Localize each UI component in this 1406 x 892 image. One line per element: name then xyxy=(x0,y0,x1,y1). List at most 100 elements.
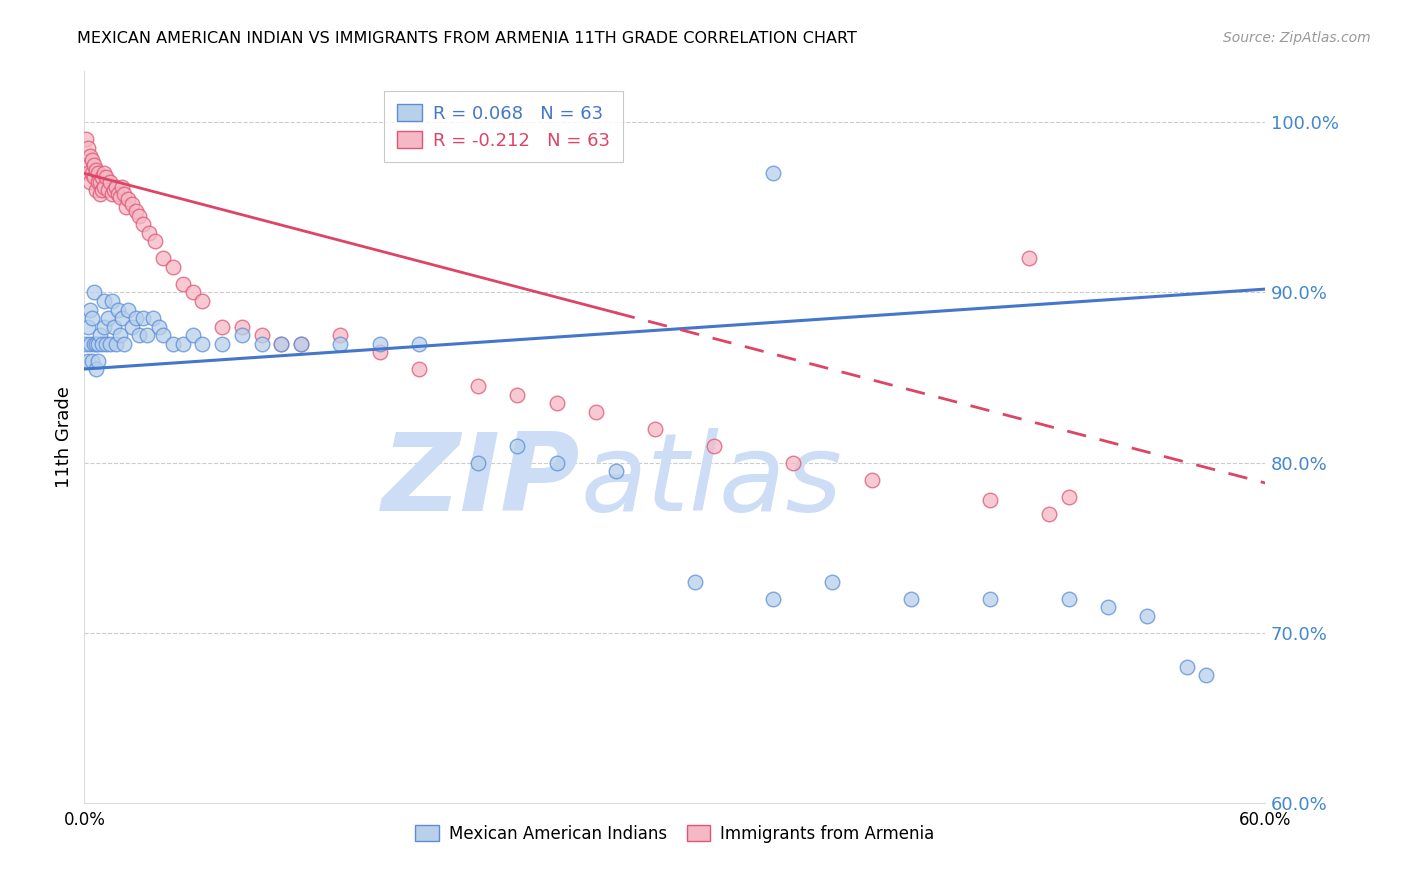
Point xyxy=(82,353,104,368)
Point xyxy=(79,336,101,351)
Point xyxy=(546,456,568,470)
Point xyxy=(703,439,725,453)
Point xyxy=(77,141,100,155)
Point xyxy=(93,293,115,308)
Point xyxy=(98,175,121,189)
Point xyxy=(124,203,146,218)
Point xyxy=(979,591,1001,606)
Point xyxy=(75,158,97,172)
Point xyxy=(79,302,101,317)
Point xyxy=(585,404,607,418)
Point xyxy=(77,166,100,180)
Point xyxy=(75,336,97,351)
Point xyxy=(107,302,129,317)
Point xyxy=(270,336,292,351)
Point xyxy=(124,311,146,326)
Point xyxy=(900,591,922,606)
Point xyxy=(87,353,110,368)
Point xyxy=(94,169,117,184)
Point xyxy=(467,379,489,393)
Point xyxy=(172,277,194,291)
Point xyxy=(250,336,273,351)
Point xyxy=(101,293,124,308)
Point xyxy=(93,180,115,194)
Point xyxy=(114,201,136,215)
Point xyxy=(98,336,121,351)
Point xyxy=(1018,252,1040,266)
Point xyxy=(91,169,114,184)
Point xyxy=(83,285,105,300)
Point xyxy=(408,336,430,351)
Point xyxy=(191,293,214,308)
Point xyxy=(329,336,352,351)
Point xyxy=(1136,608,1159,623)
Point xyxy=(979,493,1001,508)
Text: ZIP: ZIP xyxy=(382,428,581,534)
Y-axis label: 11th Grade: 11th Grade xyxy=(55,386,73,488)
Point xyxy=(1195,668,1218,682)
Point xyxy=(79,175,101,189)
Point xyxy=(91,183,114,197)
Point xyxy=(103,319,125,334)
Legend: Mexican American Indians, Immigrants from Armenia: Mexican American Indians, Immigrants fro… xyxy=(409,818,941,849)
Point xyxy=(103,183,125,197)
Point xyxy=(162,260,184,274)
Point xyxy=(250,328,273,343)
Point xyxy=(79,149,101,163)
Point xyxy=(94,336,117,351)
Point xyxy=(121,197,143,211)
Point xyxy=(408,362,430,376)
Point xyxy=(112,336,135,351)
Point xyxy=(231,319,253,334)
Point xyxy=(152,328,174,343)
Point xyxy=(83,336,105,351)
Point xyxy=(211,319,233,334)
Point xyxy=(162,336,184,351)
Point xyxy=(104,336,127,351)
Point xyxy=(89,175,111,189)
Point xyxy=(97,311,120,326)
Point xyxy=(191,336,214,351)
Point xyxy=(546,396,568,410)
Point xyxy=(762,591,785,606)
Point xyxy=(107,186,129,201)
Point xyxy=(290,336,312,351)
Point xyxy=(142,311,165,326)
Point xyxy=(84,163,107,178)
Point xyxy=(111,180,134,194)
Point xyxy=(77,319,100,334)
Point xyxy=(82,166,104,180)
Point xyxy=(148,319,170,334)
Point xyxy=(290,336,312,351)
Point xyxy=(87,166,110,180)
Point xyxy=(84,362,107,376)
Point xyxy=(121,319,143,334)
Point xyxy=(181,285,204,300)
Point xyxy=(108,190,131,204)
Point xyxy=(172,336,194,351)
Point xyxy=(143,235,166,249)
Text: Source: ZipAtlas.com: Source: ZipAtlas.com xyxy=(1223,31,1371,45)
Point xyxy=(93,166,115,180)
Point xyxy=(84,183,107,197)
Point xyxy=(1097,600,1119,615)
Point xyxy=(860,473,883,487)
Point xyxy=(1057,591,1080,606)
Point xyxy=(87,336,110,351)
Point xyxy=(270,336,292,351)
Point xyxy=(83,169,105,184)
Point xyxy=(91,336,114,351)
Point xyxy=(368,336,391,351)
Point xyxy=(128,209,150,223)
Point xyxy=(89,328,111,343)
Point xyxy=(211,336,233,351)
Point xyxy=(644,421,666,435)
Point xyxy=(506,439,529,453)
Point xyxy=(97,183,120,197)
Point xyxy=(82,311,104,326)
Point xyxy=(136,328,159,343)
Point xyxy=(605,464,627,478)
Point xyxy=(467,456,489,470)
Point xyxy=(821,574,844,589)
Point xyxy=(506,387,529,401)
